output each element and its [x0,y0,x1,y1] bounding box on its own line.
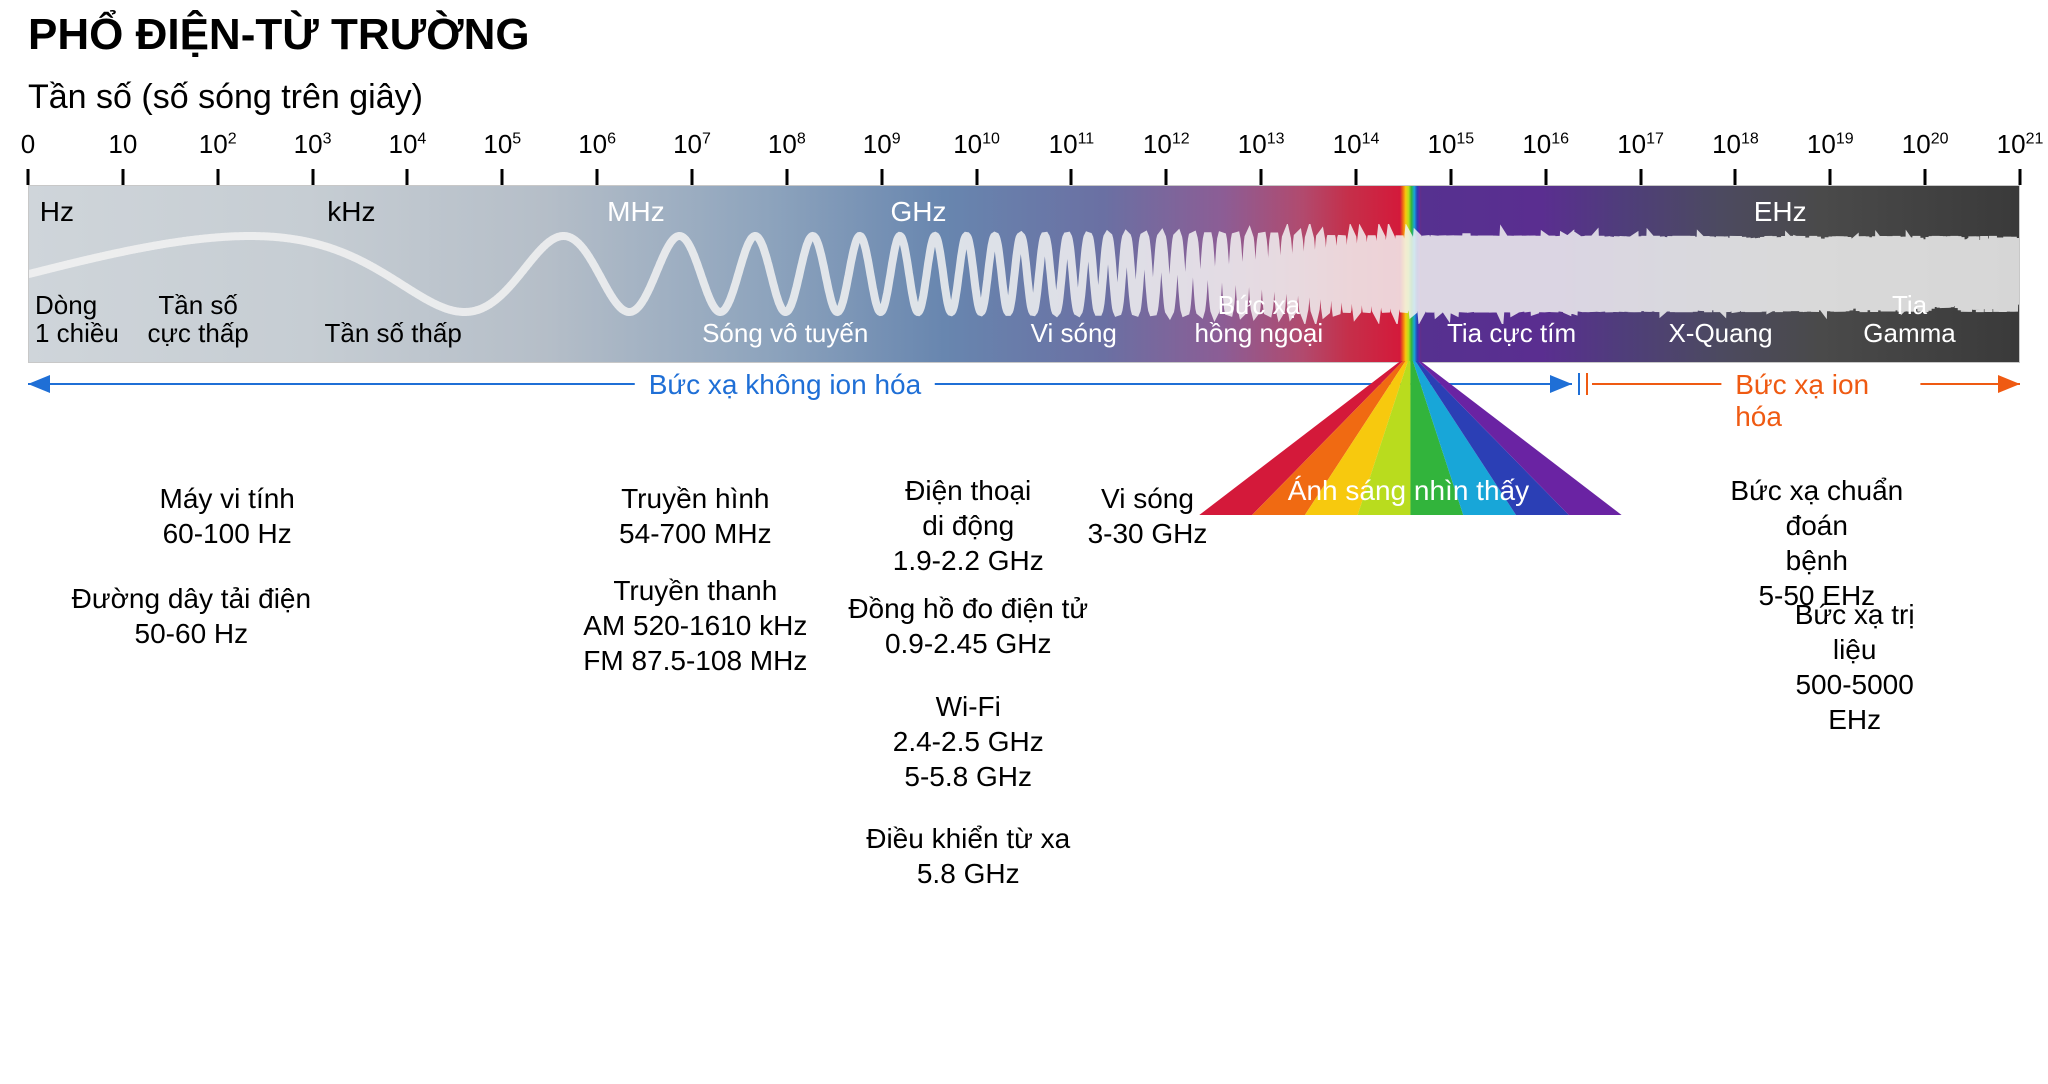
axis-tick: 1018 [1712,129,1759,160]
axis-tickmark [311,169,314,185]
axis-tick: 1020 [1902,129,1949,160]
example-item: Đường dây tải điện 50-60 Hz [72,581,311,651]
axis-tickmark [1070,169,1073,185]
axis-tickmark [501,169,504,185]
example-item: Đồng hồ đo điện tử 0.9-2.45 GHz [848,591,1088,661]
visible-light-label: Ánh sáng nhìn thấy [1288,475,1529,507]
axis-tickmark [27,169,30,185]
unit-label: Hz [40,196,74,228]
axis-tick: 1021 [1997,129,2044,160]
unit-label: kHz [327,196,375,228]
example-item: Truyền thanh AM 520-1610 kHz FM 87.5-108… [583,573,807,678]
axis-tickmark [1639,169,1642,185]
wave-graphic [29,224,2019,324]
axis-tickmark [1734,169,1737,185]
axis-tick: 1014 [1333,129,1380,160]
unit-label: EHz [1754,196,1807,228]
region-label: Dòng 1 chiều [35,291,119,348]
axis-tickmark [1449,169,1452,185]
example-item: Bức xạ trị liệu 500-5000 EHz [1772,597,1937,737]
non-ionizing-label: Bức xạ không ion hóa [635,369,935,401]
axis-tickmark [691,169,694,185]
axis-tickmark [785,169,788,185]
region-label: Tần số thấp [325,319,462,348]
region-label: Tần số cực thấp [148,291,249,348]
axis-tickmark [975,169,978,185]
axis-tick: 107 [673,129,711,160]
spectrum-band: Hz kHz MHz GHz EHz Dòng 1 chiều Tần số cực th… [28,185,2020,363]
example-item: Vi sóng 3-30 GHz [1088,481,1208,551]
axis-subtitle: Tần số (số sóng trên giây) [28,78,2020,117]
axis-tick: 109 [863,129,901,160]
axis-ticks: 0101021031041051061071081091010101110121… [28,129,2020,169]
axis-tick: 1012 [1143,129,1190,160]
axis-tickmark [1829,169,1832,185]
page-title: PHỔ ĐIỆN-TỪ TRƯỜNG [28,10,2020,60]
example-item: Truyền hình 54-700 MHz [619,481,772,551]
axis-tickmark [880,169,883,185]
region-label: Bức xạ hồng ngoại [1194,291,1323,348]
region-label: Tia cực tím [1447,319,1576,348]
axis-tickmark [2019,169,2022,185]
axis-tick: 106 [578,129,616,160]
ionization-ranges: Bức xạ không ion hóaBức xạ ion hóa [28,365,2020,425]
axis-tick: 1013 [1238,129,1285,160]
axis-tick: 108 [768,129,806,160]
axis-tick: 103 [294,129,332,160]
example-item: Bức xạ chuẩn đoán bệnh 5-50 EHz [1715,473,1918,613]
axis-tick: 1011 [1049,129,1095,160]
region-label: X-Quang [1668,319,1772,348]
axis-tickmark [1924,169,1927,185]
axis-tick: 1017 [1617,129,1664,160]
region-label: Sóng vô tuyến [702,319,868,348]
axis-tickmarks [28,169,2020,185]
ionizing-label: Bức xạ ion hóa [1721,369,1920,433]
example-item: Điều khiển từ xa 5.8 GHz [866,821,1070,891]
unit-label: GHz [891,196,947,228]
axis-tickmark [406,169,409,185]
axis-tickmark [1165,169,1168,185]
axis-tick: 1010 [953,129,1000,160]
axis-tick: 1015 [1427,129,1474,160]
axis-tickmark [1544,169,1547,185]
example-item: Điện thoại di động 1.9-2.2 GHz [893,473,1044,578]
axis-tick: 105 [483,129,521,160]
axis-tick: 1019 [1807,129,1854,160]
axis-tick: 10 [108,129,137,160]
example-item: Máy vi tính 60-100 Hz [159,481,294,551]
region-label: Vi sóng [1031,319,1117,348]
unit-label: MHz [607,196,665,228]
axis-tick: 104 [389,129,427,160]
axis-tickmark [1355,169,1358,185]
axis-tick: 102 [199,129,237,160]
axis-tick: 1016 [1522,129,1569,160]
axis-tickmark [121,169,124,185]
example-item: Wi-Fi 2.4-2.5 GHz 5-5.8 GHz [893,689,1044,794]
region-label: Tia Gamma [1855,291,1964,348]
axis-tickmark [216,169,219,185]
axis-tickmark [1260,169,1263,185]
axis-tick: 0 [21,129,35,160]
axis-tickmark [596,169,599,185]
